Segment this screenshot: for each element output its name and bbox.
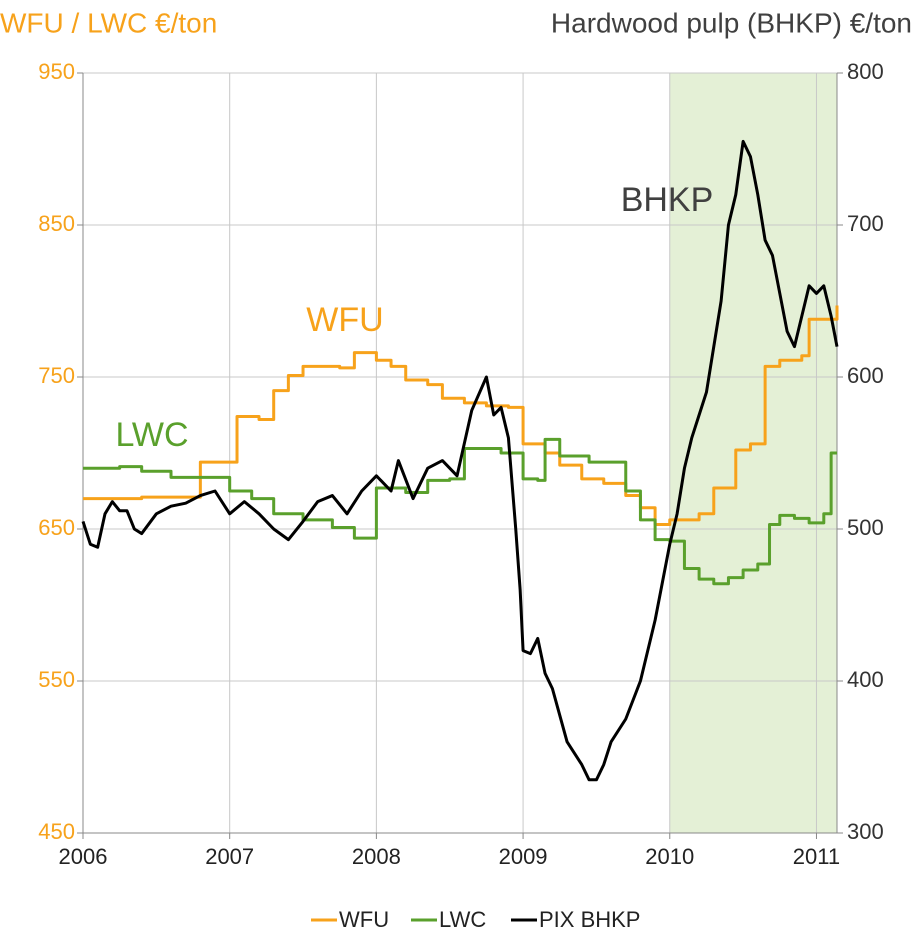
legend-label: PIX BHKP: [539, 907, 640, 932]
x-tick-label: 2010: [645, 844, 694, 869]
legend-label: WFU: [339, 907, 389, 932]
y-tick-label: 650: [38, 515, 75, 540]
y2-tick-label: 400: [847, 667, 884, 692]
y-tick-label: 550: [38, 667, 75, 692]
y-tick-label: 450: [38, 819, 75, 844]
x-tick-label: 2006: [59, 844, 108, 869]
chart-title: WFU / LWC €/ton: [0, 7, 217, 38]
y2-tick-label: 500: [847, 515, 884, 540]
shaded-region: [669, 73, 837, 833]
y-tick-label: 750: [38, 363, 75, 388]
y2-tick-label: 600: [847, 363, 884, 388]
x-tick-label: 2011: [793, 844, 840, 869]
x-tick-label: 2008: [352, 844, 401, 869]
annotation: LWC: [115, 416, 188, 454]
y2-tick-label: 800: [847, 59, 884, 84]
y-tick-label: 850: [38, 211, 75, 236]
series-line: [81, 139, 839, 782]
legend-label: LWC: [439, 907, 486, 932]
x-tick-label: 2007: [205, 844, 254, 869]
annotation: WFU: [306, 301, 383, 339]
y2-tick-label: 700: [847, 211, 884, 236]
y2-title: Hardwood pulp (BHKP) €/ton: [551, 7, 912, 38]
y2-tick-label: 300: [847, 819, 884, 844]
series-line: [83, 437, 837, 586]
series-line: [83, 305, 839, 526]
annotation: BHKP: [621, 181, 714, 219]
x-tick-label: 2009: [499, 844, 548, 869]
y-tick-label: 950: [38, 59, 75, 84]
